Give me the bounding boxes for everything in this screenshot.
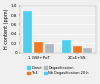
Bar xyxy=(23,11,32,53)
Y-axis label: H content (ppm): H content (ppm) xyxy=(4,9,9,49)
Bar xyxy=(62,40,71,53)
Bar xyxy=(45,44,54,53)
Bar xyxy=(34,42,43,53)
Bar xyxy=(83,48,92,53)
Legend: Direct, Th4, Degasification, Nb Degasification 20 h: Direct, Th4, Degasification, Nb Degasifi… xyxy=(26,65,90,76)
Bar xyxy=(73,46,82,53)
